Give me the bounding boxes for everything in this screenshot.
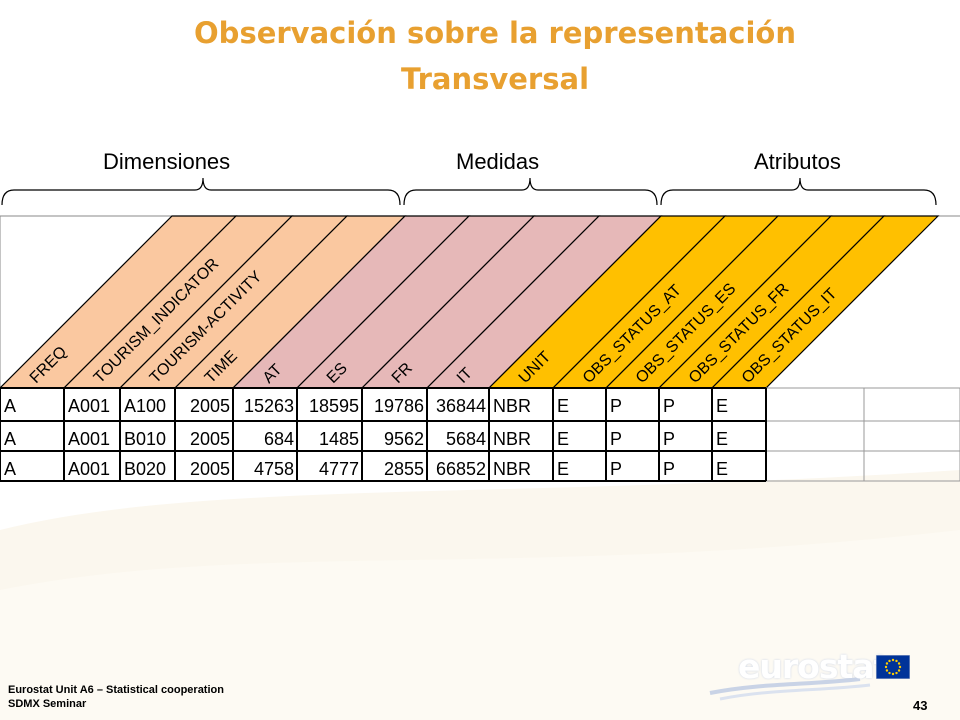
table-cell: 4777 bbox=[319, 459, 359, 479]
table-cell: E bbox=[716, 429, 728, 449]
table-cell: NBR bbox=[493, 396, 531, 416]
table-cell: 2005 bbox=[190, 396, 230, 416]
slide-title: Observación sobre la representación Tran… bbox=[0, 10, 960, 102]
table-cell: 5684 bbox=[446, 429, 486, 449]
table-cell: P bbox=[610, 396, 622, 416]
table-cell: A001 bbox=[68, 429, 110, 449]
data-table: A A001 A100 2005 15263 18595 19786 36844 NBR E P P E… bbox=[0, 387, 960, 482]
table-cell: 36844 bbox=[436, 396, 486, 416]
table-cell: 66852 bbox=[436, 459, 486, 479]
group-label-medidas: Medidas bbox=[456, 149, 540, 174]
table-cell: 2005 bbox=[190, 459, 230, 479]
group-label-dimensiones: Dimensiones bbox=[103, 149, 231, 174]
table-cell: A100 bbox=[124, 396, 166, 416]
table-cell: E bbox=[557, 429, 569, 449]
table-cell: B010 bbox=[124, 429, 166, 449]
table-cell: NBR bbox=[493, 459, 531, 479]
group-braces bbox=[1, 177, 937, 206]
table-cell: A001 bbox=[68, 459, 110, 479]
table-cell: 684 bbox=[264, 429, 294, 449]
eu-flag-icon bbox=[876, 655, 910, 679]
column-headers: FREQ TOURISM_INDICATORTOURISM-ACTIVITYTIM… bbox=[0, 215, 960, 389]
background-wave bbox=[0, 470, 960, 720]
table-cell: P bbox=[663, 396, 675, 416]
table-cell: 19786 bbox=[374, 396, 424, 416]
table-cell: A bbox=[4, 429, 16, 449]
brace-1 bbox=[1, 177, 401, 206]
brace-2 bbox=[403, 177, 658, 206]
table-cell: P bbox=[610, 459, 622, 479]
table-cell: NBR bbox=[493, 429, 531, 449]
table-cell: 1485 bbox=[319, 429, 359, 449]
table-cell: 18595 bbox=[309, 396, 359, 416]
table-cell: A bbox=[4, 396, 16, 416]
table-cell: P bbox=[663, 459, 675, 479]
eurostat-logo: eurostat bbox=[700, 635, 915, 705]
logo-text: eurostat bbox=[738, 647, 889, 686]
table-cell: E bbox=[557, 459, 569, 479]
table-cell: 15263 bbox=[244, 396, 294, 416]
table-cell: P bbox=[610, 429, 622, 449]
table-cell: E bbox=[716, 396, 728, 416]
table-cell: 2855 bbox=[384, 459, 424, 479]
table-cell: 4758 bbox=[254, 459, 294, 479]
table-cell: B020 bbox=[124, 459, 166, 479]
table-cell: P bbox=[663, 429, 675, 449]
footer: Eurostat Unit A6 – Statistical cooperati… bbox=[8, 683, 224, 711]
table-cell: A bbox=[4, 459, 16, 479]
group-label-atributos: Atributos bbox=[754, 149, 841, 174]
title-line-2: Transversal bbox=[400, 62, 590, 96]
brace-3 bbox=[660, 177, 937, 206]
table-cell: A001 bbox=[68, 396, 110, 416]
footer-seminar: SDMX Seminar bbox=[8, 698, 87, 710]
table-cell: 2005 bbox=[190, 429, 230, 449]
table-cell: E bbox=[716, 459, 728, 479]
title-line-1: Observación sobre la representación bbox=[194, 16, 796, 50]
table-cell: 9562 bbox=[384, 429, 424, 449]
table-cell: E bbox=[557, 396, 569, 416]
page-number: 43 bbox=[913, 698, 928, 713]
footer-unit: Eurostat Unit A6 – Statistical cooperati… bbox=[8, 684, 224, 696]
